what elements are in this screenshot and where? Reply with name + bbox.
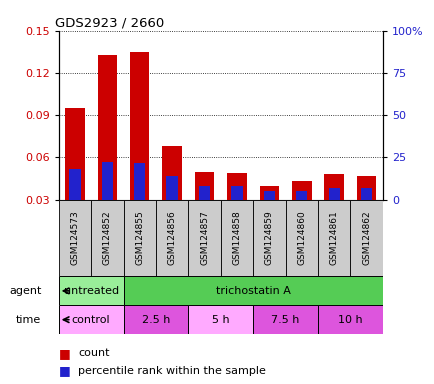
Text: ■: ■ (59, 364, 70, 377)
Bar (231, 185, 242, 200)
Text: GSM124862: GSM124862 (361, 211, 370, 265)
Text: percentile rank within the sample: percentile rank within the sample (78, 366, 266, 376)
FancyBboxPatch shape (253, 200, 285, 276)
Bar (194, 172, 214, 200)
Text: time: time (16, 314, 41, 325)
Bar (360, 189, 372, 200)
Text: GSM124859: GSM124859 (264, 211, 273, 265)
FancyBboxPatch shape (253, 305, 317, 334)
FancyBboxPatch shape (317, 305, 382, 334)
Text: 7.5 h: 7.5 h (271, 314, 299, 325)
FancyBboxPatch shape (220, 200, 253, 276)
Text: 10 h: 10 h (337, 314, 362, 325)
FancyBboxPatch shape (59, 200, 91, 276)
Text: GSM124855: GSM124855 (135, 211, 144, 265)
FancyBboxPatch shape (317, 200, 350, 276)
Bar (97, 55, 117, 200)
Text: GSM124858: GSM124858 (232, 211, 241, 265)
Bar (65, 108, 85, 200)
FancyBboxPatch shape (156, 200, 188, 276)
Bar (259, 185, 279, 200)
Bar (69, 169, 80, 200)
FancyBboxPatch shape (350, 200, 382, 276)
Text: agent: agent (9, 286, 41, 296)
Bar (263, 191, 274, 200)
FancyBboxPatch shape (123, 305, 188, 334)
Bar (166, 176, 178, 200)
Text: untreated: untreated (63, 286, 118, 296)
Bar (324, 174, 343, 200)
Text: trichostatin A: trichostatin A (215, 286, 290, 296)
Text: control: control (72, 314, 110, 325)
FancyBboxPatch shape (285, 200, 317, 276)
Bar (102, 162, 113, 200)
Bar (356, 176, 375, 200)
FancyBboxPatch shape (188, 200, 220, 276)
Text: GSM124852: GSM124852 (102, 211, 112, 265)
Text: 5 h: 5 h (211, 314, 229, 325)
Bar (162, 146, 181, 200)
Text: ■: ■ (59, 347, 70, 360)
FancyBboxPatch shape (123, 200, 156, 276)
Text: GSM124860: GSM124860 (296, 211, 306, 265)
Text: GDS2923 / 2660: GDS2923 / 2660 (56, 17, 164, 30)
Bar (291, 181, 311, 200)
Text: GSM124573: GSM124573 (70, 211, 79, 265)
Text: GSM124857: GSM124857 (200, 211, 209, 265)
FancyBboxPatch shape (59, 305, 123, 334)
Bar (227, 173, 246, 200)
Bar (328, 189, 339, 200)
Bar (134, 163, 145, 200)
Bar (130, 52, 149, 200)
FancyBboxPatch shape (123, 276, 382, 305)
FancyBboxPatch shape (188, 305, 253, 334)
Text: GSM124861: GSM124861 (329, 211, 338, 265)
FancyBboxPatch shape (91, 200, 123, 276)
FancyBboxPatch shape (59, 276, 123, 305)
Text: count: count (78, 348, 109, 358)
Text: 2.5 h: 2.5 h (141, 314, 170, 325)
Text: GSM124856: GSM124856 (167, 211, 176, 265)
Bar (198, 185, 210, 200)
Bar (296, 191, 307, 200)
